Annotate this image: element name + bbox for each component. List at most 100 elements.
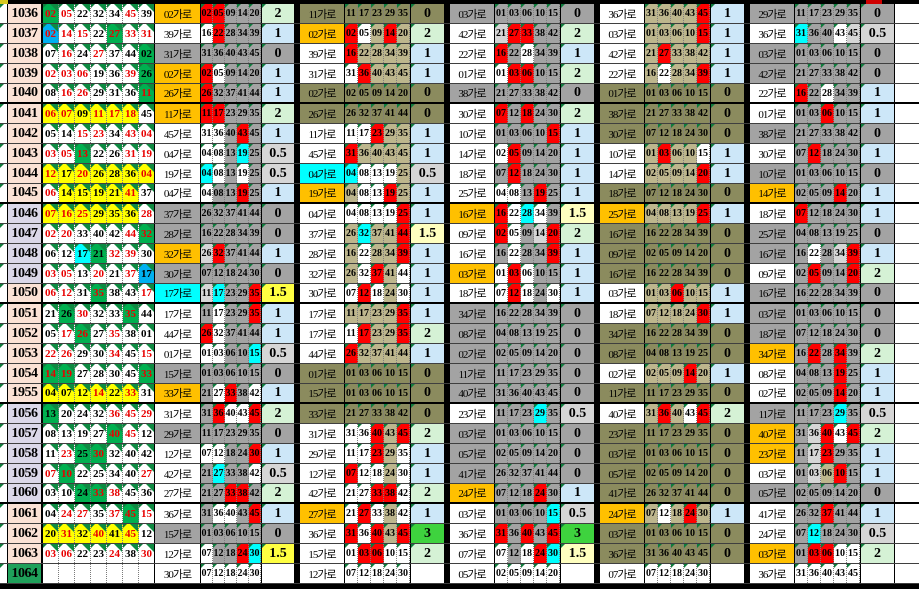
prediction-number-cell[interactable]: 10 (834, 464, 847, 483)
prediction-number-cell[interactable]: 43 (684, 4, 697, 23)
score-cell[interactable]: 1 (710, 164, 744, 183)
winning-number-cell[interactable]: 29 (91, 84, 107, 102)
prediction-number-cell[interactable]: 31 (795, 564, 808, 583)
prediction-number-cell[interactable]: 06 (671, 284, 684, 302)
prediction-number-cell[interactable]: 01 (645, 524, 658, 543)
prediction-number-cell[interactable]: 06 (225, 364, 237, 383)
prediction-number-cell[interactable]: 12 (658, 124, 671, 143)
prediction-number-cell[interactable]: 36 (508, 524, 521, 543)
prediction-number-cell[interactable]: 20 (547, 564, 560, 583)
prediction-number-cell[interactable]: 11 (645, 424, 658, 443)
prediction-number-cell[interactable]: 25 (547, 324, 560, 343)
prediction-number-cell[interactable]: 26 (495, 464, 508, 483)
score-cell[interactable]: 0 (560, 344, 594, 363)
prediction-number-cell[interactable]: 10 (684, 24, 697, 43)
prediction-number-cell[interactable]: 05 (658, 464, 671, 483)
prediction-number-cell[interactable]: 42 (847, 124, 860, 143)
prediction-number-cell[interactable]: 15 (547, 424, 560, 443)
prediction-number-cell[interactable]: 40 (821, 564, 834, 583)
prediction-number-cell[interactable]: 31 (495, 384, 508, 402)
prediction-number-cell[interactable]: 31 (201, 44, 213, 63)
prediction-number-cell[interactable]: 34 (684, 324, 697, 343)
row-header-cell[interactable]: 1059 (8, 464, 43, 483)
prediction-number-cell[interactable]: 24 (534, 164, 547, 183)
prediction-number-cell[interactable]: 29 (384, 124, 397, 143)
prediction-number-cell[interactable]: 16 (345, 244, 358, 263)
gabo-label-cell[interactable]: 15가로 (155, 524, 201, 543)
prediction-number-cell[interactable]: 34 (384, 244, 397, 263)
row-header-cell[interactable]: 1052 (8, 324, 43, 343)
winning-number-cell[interactable]: 23 (91, 124, 107, 143)
bonus-number-cell[interactable]: 17 (139, 284, 155, 302)
bonus-number-cell[interactable]: 15 (139, 344, 155, 363)
score-cell[interactable] (860, 564, 894, 583)
score-cell[interactable]: 2 (860, 344, 894, 363)
prediction-number-cell[interactable]: 07 (795, 524, 808, 543)
winning-number-cell[interactable]: 41 (107, 524, 123, 543)
prediction-number-cell[interactable]: 13 (371, 184, 384, 202)
winning-number-cell[interactable]: 22 (43, 344, 59, 363)
prediction-number-cell[interactable]: 18 (521, 484, 534, 502)
prediction-number-cell[interactable]: 38 (384, 504, 397, 523)
prediction-number-cell[interactable]: 35 (847, 4, 860, 23)
prediction-number-cell[interactable]: 01 (201, 524, 213, 543)
score-cell[interactable]: 0 (860, 224, 894, 243)
prediction-number-cell[interactable]: 45 (547, 384, 560, 402)
prediction-number-cell[interactable]: 22 (508, 204, 521, 223)
score-cell[interactable]: 0 (860, 124, 894, 143)
prediction-number-cell[interactable]: 33 (671, 104, 684, 123)
prediction-number-cell[interactable]: 28 (371, 44, 384, 63)
score-cell[interactable] (560, 564, 594, 583)
prediction-number-cell[interactable]: 38 (237, 484, 249, 502)
prediction-number-cell[interactable]: 24 (684, 504, 697, 523)
winning-number-cell[interactable]: 24 (107, 544, 123, 563)
winning-number-cell[interactable]: 34 (107, 344, 123, 363)
prediction-number-cell[interactable]: 09 (225, 64, 237, 83)
prediction-number-cell[interactable]: 42 (249, 464, 261, 483)
winning-number-cell[interactable]: 43 (123, 284, 139, 302)
prediction-number-cell[interactable]: 40 (521, 384, 534, 402)
prediction-number-cell[interactable]: 17 (508, 364, 521, 383)
prediction-number-cell[interactable]: 26 (345, 344, 358, 363)
prediction-number-cell[interactable]: 07 (645, 304, 658, 323)
prediction-number-cell[interactable]: 41 (834, 504, 847, 523)
prediction-number-cell[interactable]: 14 (834, 484, 847, 502)
gabo-label-cell[interactable]: 16가로 (600, 264, 645, 283)
score-cell[interactable]: 1 (261, 504, 294, 523)
score-cell[interactable]: 1 (710, 204, 744, 223)
score-cell[interactable]: 1.5 (560, 204, 594, 223)
gabo-label-cell[interactable]: 08가로 (450, 324, 495, 343)
prediction-number-cell[interactable]: 18 (521, 104, 534, 123)
score-cell[interactable]: 0.5 (860, 404, 894, 423)
winning-number-cell[interactable]: 42 (107, 224, 123, 243)
prediction-number-cell[interactable]: 15 (397, 384, 410, 402)
winning-number-cell[interactable]: 10 (59, 484, 75, 502)
score-cell[interactable]: 2 (410, 544, 444, 563)
gabo-label-cell[interactable]: 18가로 (450, 164, 495, 183)
prediction-number-cell[interactable]: 43 (237, 504, 249, 523)
prediction-number-cell[interactable]: 20 (249, 4, 261, 23)
winning-number-cell[interactable]: 33 (123, 384, 139, 402)
winning-number-cell[interactable]: 30 (91, 344, 107, 363)
gabo-label-cell[interactable]: 23가로 (450, 404, 495, 423)
prediction-number-cell[interactable]: 17 (358, 124, 371, 143)
prediction-number-cell[interactable]: 37 (225, 324, 237, 343)
winning-number-cell[interactable]: 33 (75, 224, 91, 243)
prediction-number-cell[interactable]: 30 (847, 204, 860, 223)
prediction-number-cell[interactable]: 16 (795, 284, 808, 302)
score-cell[interactable]: 1 (710, 364, 744, 383)
prediction-number-cell[interactable]: 02 (645, 244, 658, 263)
winning-number-cell[interactable]: 32 (75, 524, 91, 543)
score-cell[interactable]: 0 (860, 484, 894, 502)
prediction-number-cell[interactable]: 01 (345, 544, 358, 563)
score-cell[interactable]: 0 (560, 444, 594, 463)
winning-number-cell[interactable]: 05 (43, 124, 59, 143)
prediction-number-cell[interactable]: 10 (684, 84, 697, 102)
score-cell[interactable]: 1 (860, 384, 894, 402)
gabo-label-cell[interactable]: 01가로 (155, 344, 201, 363)
prediction-number-cell[interactable]: 24 (684, 564, 697, 583)
score-cell[interactable]: 0 (410, 104, 444, 123)
prediction-number-cell[interactable]: 13 (225, 164, 237, 183)
winning-number-cell[interactable]: 23 (59, 444, 75, 463)
row-header-cell[interactable]: 1044 (8, 164, 43, 183)
